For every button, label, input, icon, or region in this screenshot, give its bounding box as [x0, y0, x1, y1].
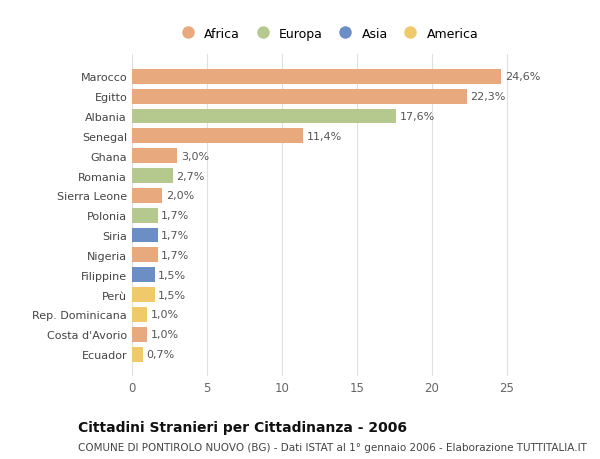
Text: 22,3%: 22,3% [470, 92, 506, 102]
Text: 2,7%: 2,7% [176, 171, 205, 181]
Text: 1,7%: 1,7% [161, 250, 190, 260]
Text: Cittadini Stranieri per Cittadinanza - 2006: Cittadini Stranieri per Cittadinanza - 2… [78, 420, 407, 434]
Text: 0,7%: 0,7% [146, 349, 175, 359]
Bar [132, 90, 467, 104]
Bar [132, 248, 157, 263]
Text: 1,7%: 1,7% [161, 211, 190, 221]
Text: 1,5%: 1,5% [158, 290, 187, 300]
Legend: Africa, Europa, Asia, America: Africa, Europa, Asia, America [170, 23, 484, 46]
Bar [132, 327, 147, 342]
Text: 11,4%: 11,4% [307, 132, 342, 141]
Bar [132, 208, 157, 223]
Bar [132, 308, 147, 322]
Text: 1,7%: 1,7% [161, 230, 190, 241]
Bar [132, 287, 155, 302]
Text: 1,0%: 1,0% [151, 310, 179, 320]
Text: 24,6%: 24,6% [505, 72, 540, 82]
Bar [132, 347, 143, 362]
Bar [132, 228, 157, 243]
Bar [132, 70, 501, 84]
Text: 17,6%: 17,6% [400, 112, 435, 122]
Bar [132, 169, 173, 184]
Text: 1,5%: 1,5% [158, 270, 187, 280]
Bar [132, 129, 303, 144]
Text: 3,0%: 3,0% [181, 151, 209, 161]
Bar [132, 189, 162, 203]
Bar [132, 268, 155, 283]
Bar [132, 109, 396, 124]
Text: COMUNE DI PONTIROLO NUOVO (BG) - Dati ISTAT al 1° gennaio 2006 - Elaborazione TU: COMUNE DI PONTIROLO NUOVO (BG) - Dati IS… [78, 442, 587, 452]
Text: 1,0%: 1,0% [151, 330, 179, 340]
Text: 2,0%: 2,0% [166, 191, 194, 201]
Bar [132, 149, 177, 164]
